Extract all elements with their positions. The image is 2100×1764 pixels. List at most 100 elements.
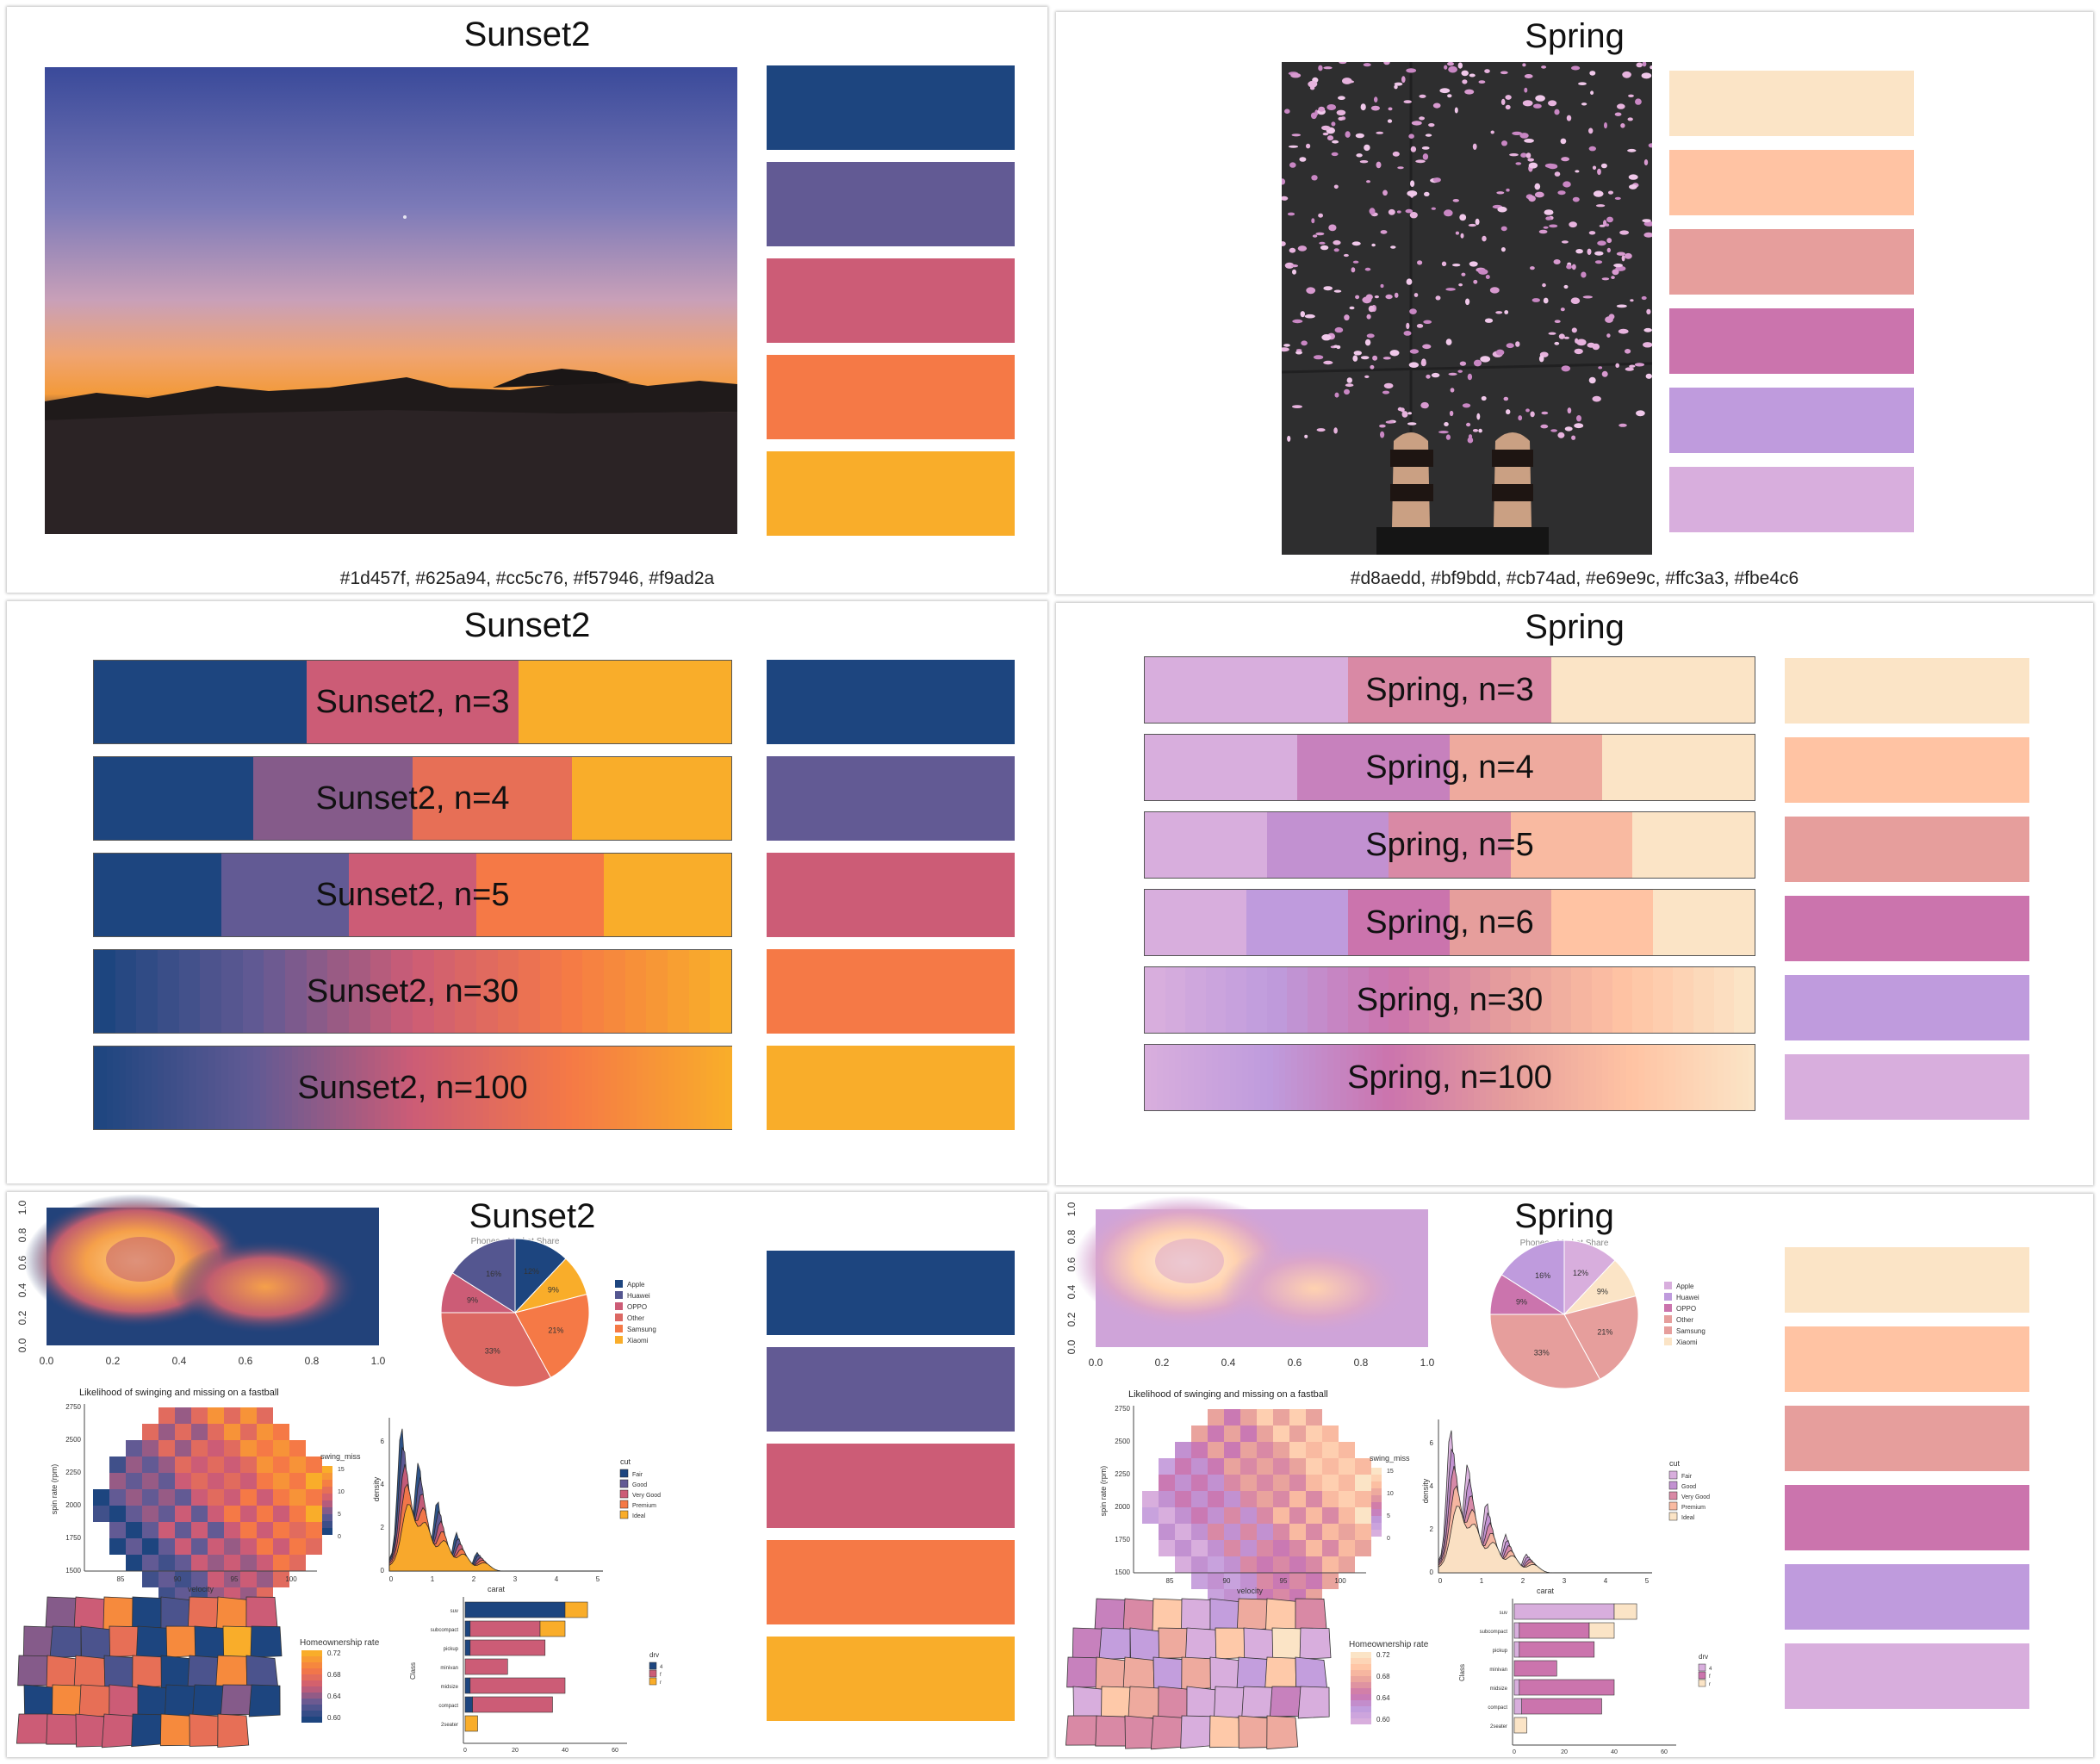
petal <box>1554 171 1561 177</box>
heat-cell <box>1322 1524 1339 1540</box>
heat-cell <box>1208 1475 1224 1491</box>
petal <box>1512 131 1522 135</box>
petal <box>1288 145 1299 148</box>
legend-label: Apple <box>1676 1283 1694 1290</box>
petal <box>1431 372 1440 378</box>
petal <box>1505 95 1512 100</box>
heat-cell <box>1339 1458 1355 1475</box>
hbar-segment <box>1513 1660 1557 1677</box>
swatch-3 <box>1669 229 1914 295</box>
petal <box>1410 146 1417 152</box>
heat-cell <box>175 1424 191 1440</box>
petal <box>1467 437 1474 444</box>
petal <box>1333 427 1338 434</box>
petal <box>1282 196 1289 201</box>
heat-cell <box>1240 1425 1257 1442</box>
legend-title: drv <box>649 1651 659 1659</box>
heat-cell <box>1224 1540 1240 1556</box>
viz-collage: 0.0 0.2 0.4 0.6 0.8 1.0 0.0 0.2 0.4 0.6 0.8 1.0 Phon… <box>7 1192 748 1757</box>
petal <box>1444 209 1453 217</box>
heat-cell <box>175 1440 191 1457</box>
legend-label: r <box>660 1680 662 1686</box>
petal <box>1601 370 1608 377</box>
petal <box>1450 388 1455 393</box>
legend-label: Huawei <box>1676 1294 1699 1301</box>
petal <box>1422 153 1429 160</box>
petal <box>1476 413 1481 420</box>
tick-label: 2750 <box>1115 1405 1130 1413</box>
heat-cell <box>224 1506 240 1522</box>
heat-cell <box>257 1473 273 1489</box>
heat-cell <box>158 1473 175 1489</box>
swatch-1 <box>1669 71 1914 136</box>
tick-label: 0 <box>1387 1536 1390 1542</box>
petal <box>1643 232 1652 238</box>
hex-caption: #1d457f, #625a94, #cc5c76, #f57946, #f9a… <box>339 568 715 588</box>
petal <box>1388 107 1393 111</box>
tick-label: pickup <box>444 1647 459 1652</box>
heat-cell <box>126 1538 142 1555</box>
petal <box>1563 181 1571 188</box>
petal <box>1397 166 1404 170</box>
petal <box>1592 165 1597 171</box>
petal <box>1380 431 1385 438</box>
petal <box>1558 333 1565 339</box>
heat-cell <box>240 1506 257 1522</box>
petal <box>1588 376 1596 384</box>
heat-cell <box>1306 1475 1322 1491</box>
county <box>103 1596 135 1630</box>
heat-cell <box>1191 1573 1208 1589</box>
swatch-5 <box>767 451 1015 536</box>
petal <box>1534 191 1544 198</box>
legend-key <box>1664 1304 1672 1312</box>
axis-label: density <box>1421 1478 1430 1503</box>
petal <box>1300 311 1305 318</box>
heat-cell <box>306 1489 322 1506</box>
hbar-segment <box>1513 1679 1520 1696</box>
heat-cell <box>1224 1425 1240 1442</box>
heat-cell <box>1339 1540 1355 1556</box>
legend-label: Fair <box>1681 1474 1693 1480</box>
heat-cell <box>1159 1540 1175 1556</box>
tick-label: 95 <box>231 1575 239 1583</box>
heat-cell <box>175 1571 191 1587</box>
petal <box>1597 240 1606 246</box>
heat-cell <box>1257 1573 1273 1589</box>
heat-cell <box>1191 1524 1208 1540</box>
heat-cell <box>1191 1458 1208 1475</box>
petal <box>1415 159 1426 164</box>
hbar-segment <box>1613 1603 1637 1620</box>
petal <box>1326 104 1337 110</box>
legend-label: f <box>1709 1674 1711 1680</box>
heat-cell <box>273 1555 289 1571</box>
petal <box>1351 267 1356 273</box>
legend-key <box>615 1302 623 1310</box>
legend-key <box>615 1325 623 1332</box>
heat-cell <box>289 1440 306 1457</box>
tick-label: 4 <box>1430 1482 1434 1490</box>
petal <box>1553 259 1561 264</box>
petal <box>1589 71 1596 76</box>
petal <box>1563 336 1569 339</box>
hbar-segment <box>1513 1641 1520 1658</box>
petal <box>1576 339 1587 346</box>
heat-cell <box>257 1457 273 1473</box>
heat-cell <box>224 1407 240 1424</box>
petal <box>1312 234 1318 238</box>
petal <box>1461 272 1466 276</box>
petal <box>1461 70 1469 77</box>
pie-slice <box>514 1238 567 1314</box>
petal <box>1376 161 1382 169</box>
petal <box>1606 238 1612 244</box>
palette-bar: Sunset2, n=100 <box>93 1046 732 1130</box>
petal <box>1615 363 1619 368</box>
legend-label: Good <box>1681 1484 1696 1490</box>
petal <box>1541 65 1547 69</box>
petal <box>1561 157 1569 162</box>
petal <box>1505 104 1511 110</box>
petal <box>1420 359 1426 367</box>
heat-cell <box>1322 1442 1339 1458</box>
petal <box>1292 405 1302 408</box>
petal <box>1333 184 1339 189</box>
heat-cell <box>289 1538 306 1555</box>
